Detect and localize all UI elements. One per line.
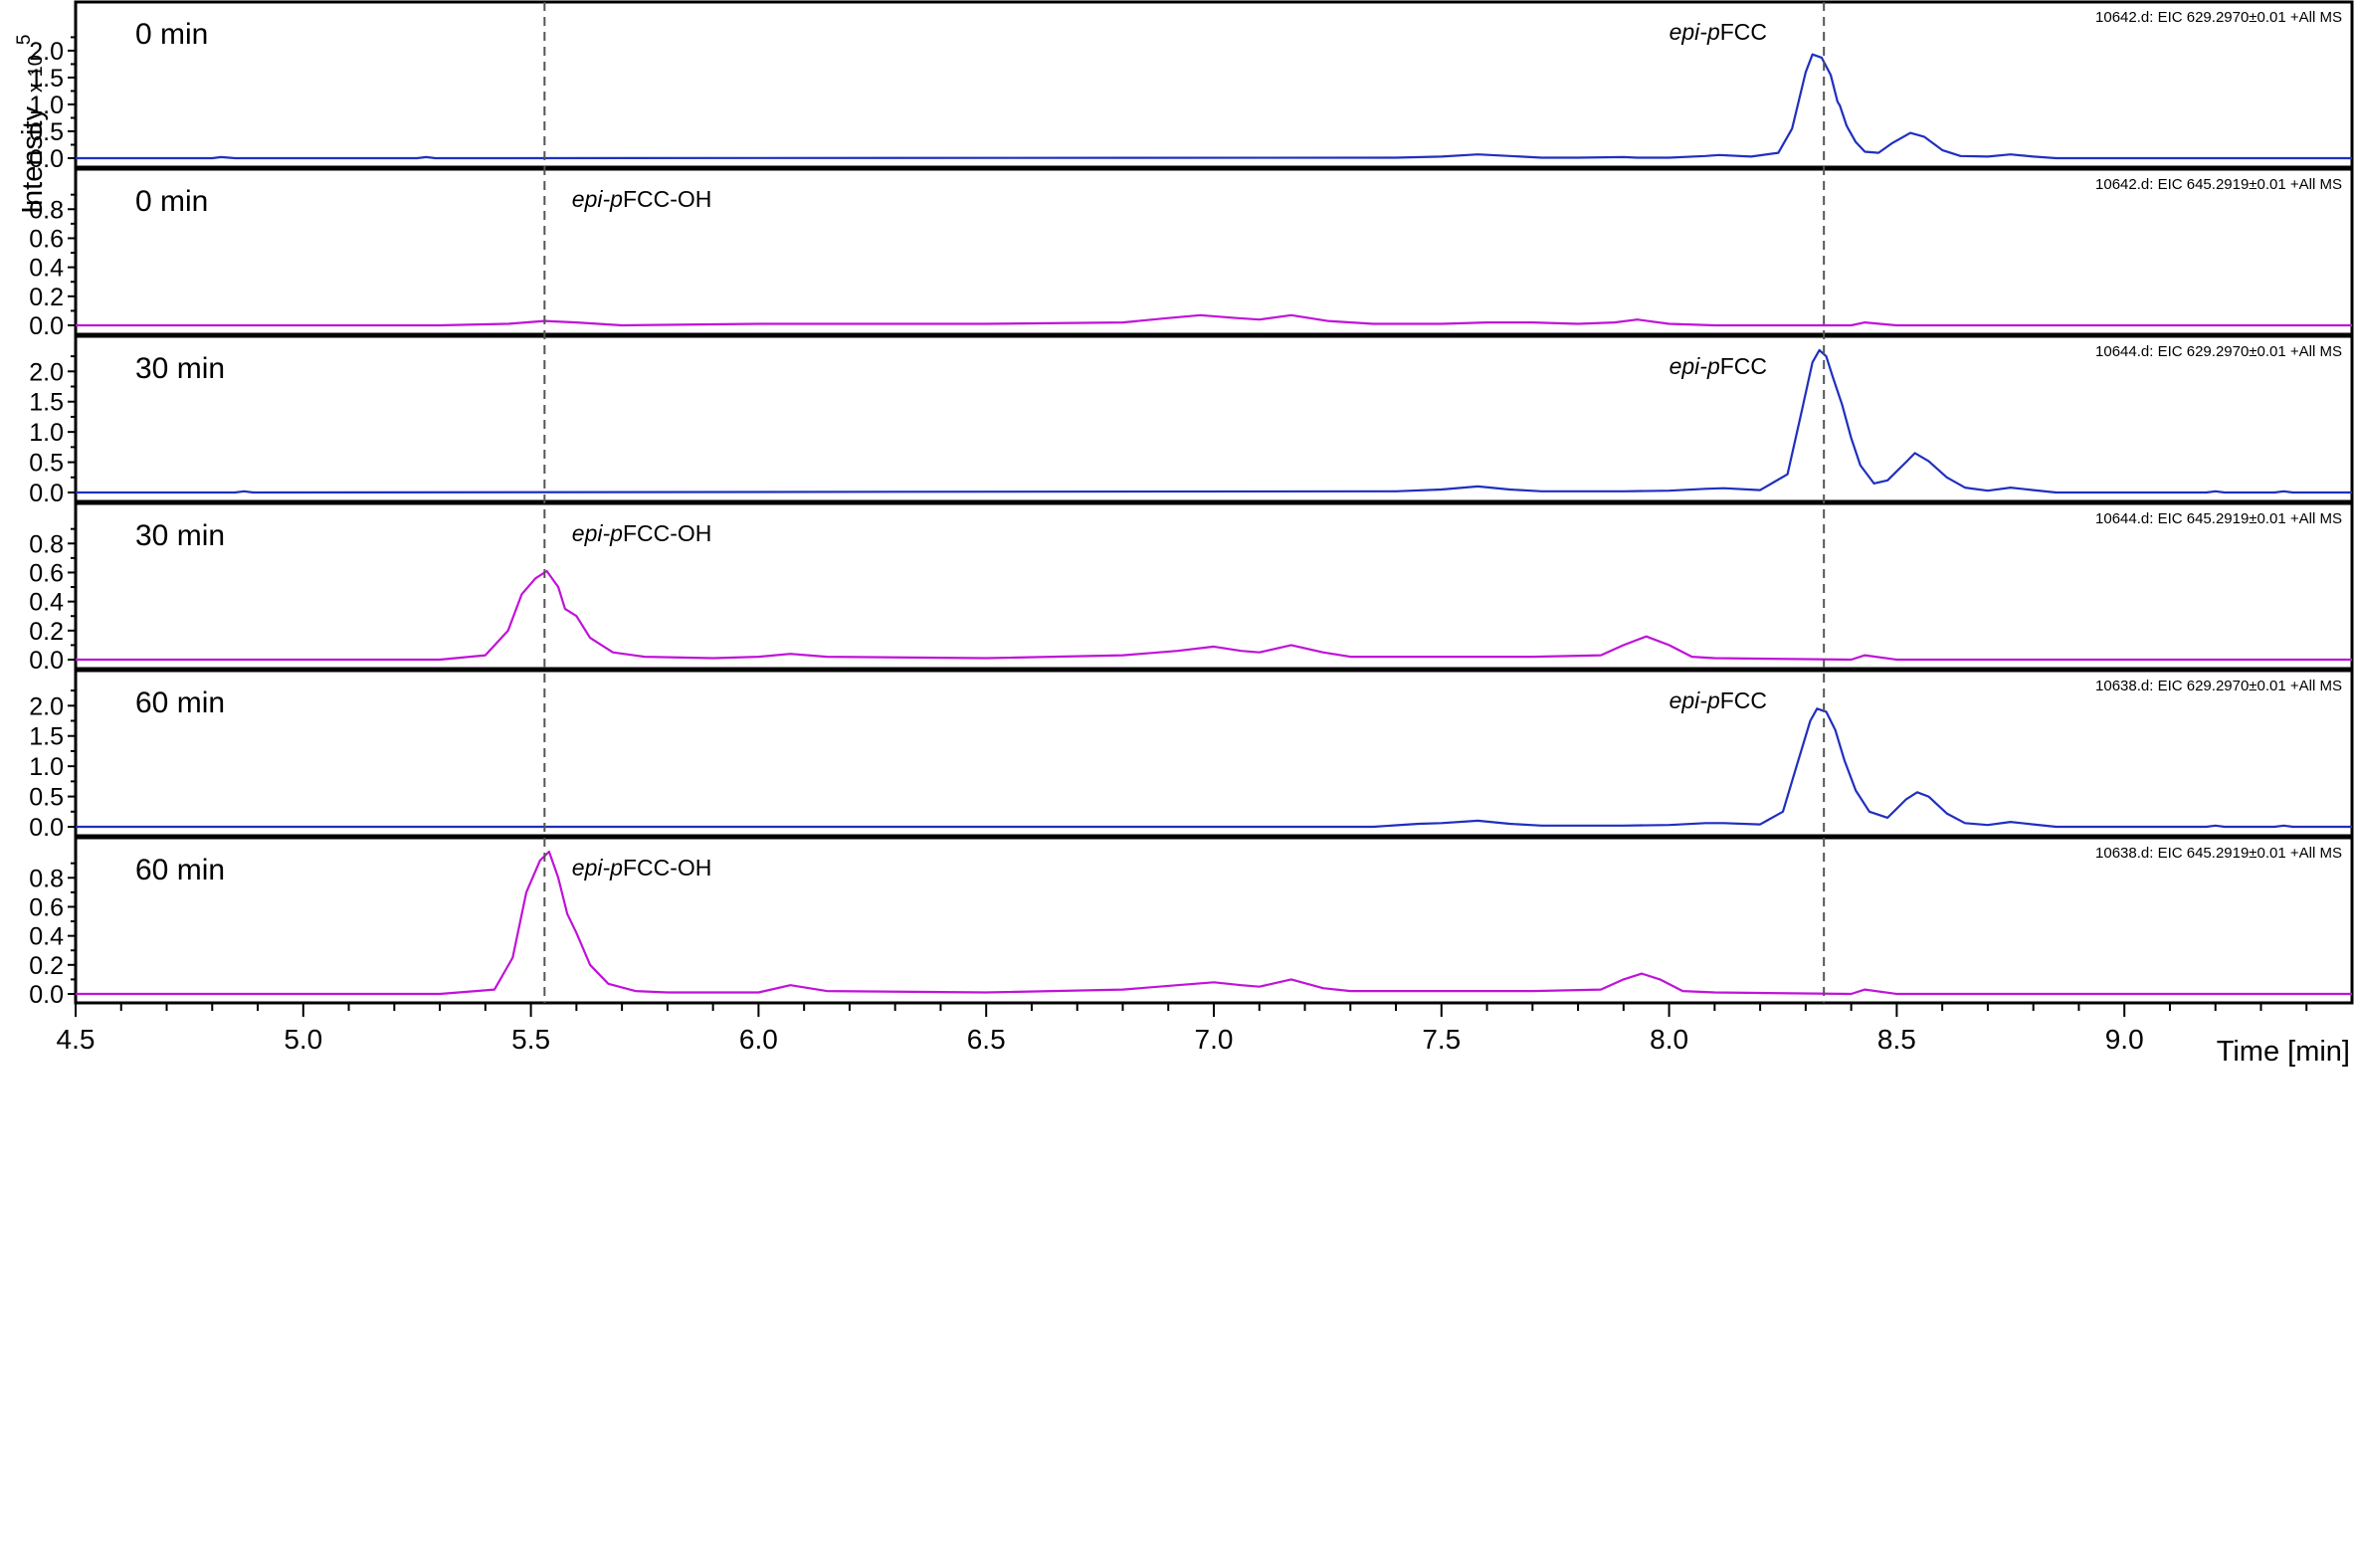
y-tick-label: 0.0: [29, 981, 64, 1009]
panel-file-info: 10642.d: EIC 629.2970±0.01 +All MS: [2095, 9, 2342, 26]
x-tick-label: 6.5: [967, 1024, 1006, 1055]
peak-label-text: FCC-OH: [623, 186, 711, 212]
chromatogram-panel: 0.00.51.01.52.0 0 min 10642.d: EIC 629.297…: [29, 0, 2354, 173]
y-tick-label: 1.0: [29, 753, 64, 781]
peak-label-italic: epi-p: [1669, 687, 1720, 713]
panel-frame: [74, 836, 2354, 1005]
panel-file-info: 10638.d: EIC 645.2919±0.01 +All MS: [2095, 845, 2342, 862]
peak-label-text: FCC: [1720, 687, 1767, 713]
chromatogram-trace: [76, 569, 2352, 662]
panel-file-info: 10642.d: EIC 645.2919±0.01 +All MS: [2095, 176, 2342, 193]
x-tick-label: 5.0: [284, 1024, 322, 1055]
x-axis: 4.5 5.0 5.5 6.0 6.5 7.0 7.5 8.0 8.5 9.0 Time [min]: [57, 1003, 2350, 1068]
x-axis-title: Time [min]: [2217, 1036, 2350, 1068]
x-tick-label: 7.0: [1195, 1024, 1234, 1055]
y-tick-label: 0.4: [29, 923, 64, 951]
peak-label: epi-pFCC-OH: [572, 520, 712, 546]
reference-lines-layer: [543, 2, 1826, 1003]
peak-label-italic: epi-p: [1669, 19, 1720, 45]
panel-file-info: 10638.d: EIC 629.2970±0.01 +All MS: [2095, 678, 2342, 694]
panel-frame: [74, 167, 2354, 336]
y-tick-label: 2.0: [29, 358, 64, 386]
peak-label-text: FCC-OH: [623, 520, 711, 546]
x-tick-label: 4.5: [57, 1024, 96, 1055]
y-tick-label: 0.6: [29, 559, 64, 587]
panel-time-label: 30 min: [135, 519, 225, 552]
y-tick-label: 1.0: [29, 419, 64, 447]
x-tick-label: 8.0: [1650, 1024, 1688, 1055]
chromatogram-trace: [76, 313, 2352, 327]
panel-frame: [74, 0, 2354, 169]
y-tick-label: 0.0: [29, 480, 64, 507]
panel-time-label: 60 min: [135, 686, 225, 719]
chromatogram-panel: 0.00.20.40.60.8 60 min 10638.d: EIC 645.29…: [29, 836, 2354, 1009]
y-tick-label: 0.5: [29, 450, 64, 478]
y-tick-label: 0.0: [29, 145, 64, 173]
y-tick-label: 0.4: [29, 255, 64, 283]
panel-file-info: 10644.d: EIC 629.2970±0.01 +All MS: [2095, 343, 2342, 360]
chromatogram-trace: [76, 348, 2352, 494]
y-tick-label: 0.6: [29, 893, 64, 921]
y-tick-label: 0.8: [29, 196, 64, 224]
y-axis-title-text: Intensity x 10 5: [14, 34, 49, 214]
peak-label: epi-pFCC: [1669, 687, 1767, 713]
y-tick-label: 0.0: [29, 312, 64, 340]
x-tick-label: 8.5: [1877, 1024, 1916, 1055]
y-tick-label: 0.2: [29, 284, 64, 311]
y-tick-label: 1.5: [29, 389, 64, 417]
y-axis-label: Intensity: [17, 106, 49, 214]
peak-label-italic: epi-p: [572, 186, 623, 212]
y-tick-label: 1.5: [29, 723, 64, 751]
chromatogram-panel: 0.00.5 1.01.5 2.0 30 min 10644.d: EIC 629.29…: [29, 334, 2354, 507]
chromatogram-panel: 0.00.20.40.60.8 0 min 10642.d: EIC 645.291…: [29, 167, 2354, 340]
y-tick-label: 2.0: [29, 38, 64, 66]
panel-frame: [74, 501, 2354, 671]
x-tick-label: 5.5: [511, 1024, 550, 1055]
y-tick-label: 0.2: [29, 952, 64, 980]
y-tick-label: 0.6: [29, 225, 64, 253]
chromatogram-trace: [76, 53, 2352, 160]
y-axis-exponent: 5: [14, 34, 35, 45]
y-tick-label: 0.8: [29, 530, 64, 558]
peak-label-text: FCC: [1720, 353, 1767, 379]
y-tick-label: 0.5: [29, 784, 64, 812]
peak-label-italic: epi-p: [572, 855, 623, 881]
panel-frame: [74, 334, 2354, 503]
x-tick-label: 7.5: [1422, 1024, 1461, 1055]
panel-time-label: 0 min: [135, 18, 208, 51]
chromatogram-panel: 0.00.20.40.60.8 30 min 10644.d: EIC 645.29…: [29, 501, 2354, 675]
y-axis-multiplier: x 10: [25, 55, 47, 93]
y-tick-label: 0.0: [29, 814, 64, 842]
peak-label: epi-pFCC: [1669, 19, 1767, 45]
panel-time-label: 30 min: [135, 352, 225, 385]
y-tick-label: 1.5: [29, 65, 64, 93]
x-tick-label: 6.0: [739, 1024, 778, 1055]
y-tick-label: 0.4: [29, 589, 64, 617]
peak-label: epi-pFCC-OH: [572, 855, 712, 881]
y-tick-label: 1.0: [29, 92, 64, 119]
y-tick-label: 0.8: [29, 865, 64, 892]
y-tick-label: 2.0: [29, 692, 64, 720]
y-tick-label: 0.5: [29, 118, 64, 146]
panel-time-label: 0 min: [135, 185, 208, 218]
x-tick-label: 9.0: [2105, 1024, 2144, 1055]
chromatogram-trace: [76, 707, 2352, 829]
panel-time-label: 60 min: [135, 854, 225, 886]
peak-label-italic: epi-p: [1669, 353, 1720, 379]
peak-label-italic: epi-p: [572, 520, 623, 546]
peak-label-text: FCC: [1720, 19, 1767, 45]
peak-label: epi-pFCC-OH: [572, 186, 712, 212]
y-axis-title: Intensity x 10 5: [14, 34, 49, 214]
panel-frame: [74, 669, 2354, 838]
y-tick-label: 0.0: [29, 647, 64, 675]
peak-label-text: FCC-OH: [623, 855, 711, 881]
panel-file-info: 10644.d: EIC 645.2919±0.01 +All MS: [2095, 510, 2342, 527]
chromatogram-trace: [76, 850, 2352, 996]
chromatogram-panel: 0.00.5 1.01.5 2.0 60 min 10638.d: EIC 629.29…: [29, 669, 2354, 842]
peak-label: epi-pFCC: [1669, 353, 1767, 379]
y-tick-label: 0.2: [29, 618, 64, 646]
